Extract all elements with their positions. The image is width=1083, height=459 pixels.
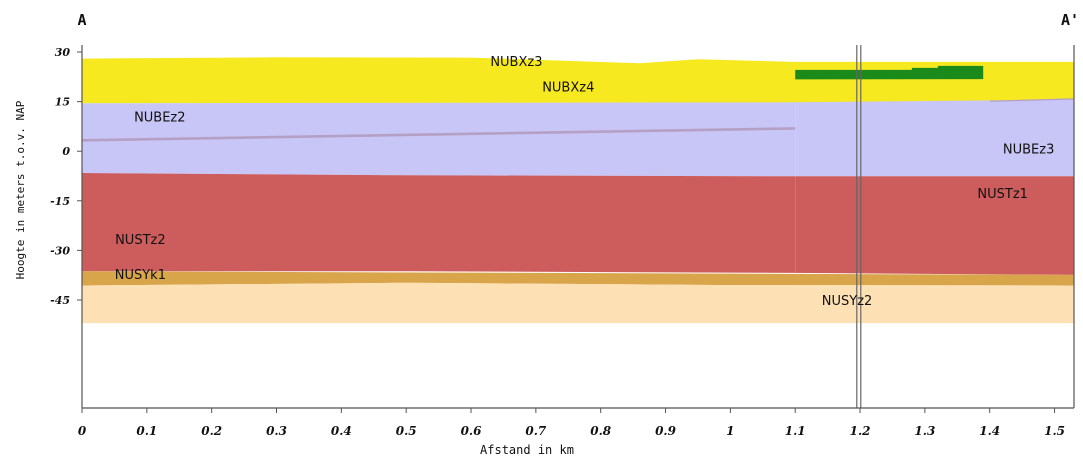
axes-group: 30 15 0 -15 -30 -45 0 0.1 0.2 0.3 0.4 0.5 0.6 0.7 0.8 0… <box>50 45 1075 438</box>
x-tick-label: 1.4 <box>979 424 1000 438</box>
x-tick-label: 0.2 <box>201 424 222 438</box>
x-tick-label: 0.9 <box>655 424 677 438</box>
layer-nubxz4-green <box>795 65 984 80</box>
y-tick-label: 30 <box>55 46 71 59</box>
layer-label-nusyz2: NUSYz2 <box>822 294 873 309</box>
x-tick-label: 0.1 <box>136 424 157 438</box>
x-tick-label: 0.5 <box>396 424 417 438</box>
x-tick-label: 1.1 <box>785 424 806 438</box>
x-tick-label: 0.6 <box>461 424 483 438</box>
marker-group <box>856 45 862 408</box>
y-tick-label: -45 <box>50 294 70 307</box>
x-tick-label: 0.4 <box>331 424 352 438</box>
x-tick-label: 1.3 <box>914 424 935 438</box>
y-tick-label: -15 <box>50 195 70 208</box>
layer-label-nustz2: NUSTz2 <box>115 233 166 248</box>
layer-label-nubxz3: NUBXz3 <box>490 55 542 70</box>
layer-label-nustz1: NUSTz1 <box>977 187 1028 202</box>
x-tick-label: 0 <box>78 424 87 438</box>
layer-label-nusyk1: NUSYk1 <box>115 268 166 283</box>
x-tick-label: 1.2 <box>850 424 871 438</box>
y-tick-label: 15 <box>55 96 70 109</box>
x-tick-label: 0.7 <box>525 424 547 438</box>
layer-label-nubez2: NUBEz2 <box>134 110 185 125</box>
layer-nubez2 <box>82 102 796 177</box>
layer-nusyz2 <box>82 282 1074 324</box>
y-tick-label: -30 <box>50 244 70 257</box>
y-tick-label: 0 <box>62 145 70 158</box>
layer-nustz2 <box>82 173 796 273</box>
x-tick-label: 1.5 <box>1044 424 1065 438</box>
x-tick-label: 0.3 <box>266 424 287 438</box>
section-end-label: A' <box>1061 11 1079 29</box>
layers-group <box>82 57 1074 324</box>
layer-label-nubxz4: NUBXz4 <box>542 81 594 96</box>
section-start-label: A <box>77 11 86 29</box>
x-tick-label: 1 <box>726 424 734 438</box>
y-axis-title: Hoogte in meters t.o.v. NAP <box>14 100 27 279</box>
layer-nubez2-line <box>82 127 796 142</box>
layer-nustz1 <box>795 176 1074 275</box>
layer-nubez3-line <box>989 98 1074 102</box>
x-tick-label: 0.8 <box>590 424 612 438</box>
layer-label-nubez3: NUBEz3 <box>1003 143 1054 158</box>
layer-nubez3 <box>795 99 1074 177</box>
x-axis-title: Afstand in km <box>480 443 574 457</box>
layer-nusyk1 <box>82 271 1074 286</box>
